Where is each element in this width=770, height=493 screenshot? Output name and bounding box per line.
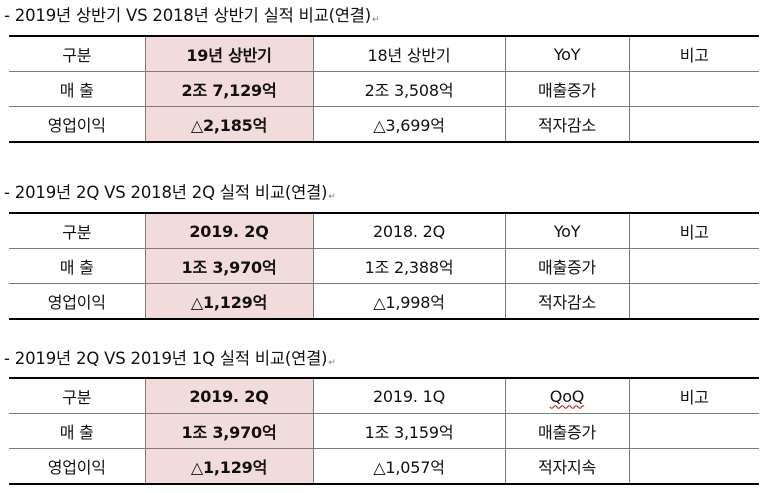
comparison-table: 구분 2019. 2Q 2018. 2Q YoY 비고 매 출 1조 3,970… [9,212,759,320]
table-cell: 매 출 [9,248,145,284]
table-cell [628,71,759,107]
table-cell: 매 출 [9,71,145,107]
table-row: 영업이익 △2,185억 △3,699억 적자감소 [9,106,759,142]
table-header-row: 구분 19년 상반기 18년 상반기 YoY 비고 [9,36,759,72]
table-cell-highlight: 1조 3,970억 [144,413,313,449]
table-cell: 구분 [62,46,92,65]
table-cell: QoQ [504,378,629,414]
table-cell-highlight: 1조 3,970억 [144,248,313,284]
table-cell: 비고 [628,213,759,249]
table-cell: 1조 3,159억 [312,413,505,449]
section-title: - 2019년 상반기 VS 2018년 상반기 실적 비교(연결)↵ [4,6,380,25]
table-cell: △1,057억 [312,448,505,484]
table-cell: 18년 상반기 [312,36,505,72]
table-cell [628,448,759,484]
table-cell-highlight: 19년 상반기 [144,36,313,72]
comparison-table: 구분 19년 상반기 18년 상반기 YoY 비고 매 출 2조 7,129억 … [9,35,759,143]
table-cell-highlight: △1,129억 [144,283,313,319]
section-title: - 2019년 2Q VS 2019년 1Q 실적 비교(연결)↵ [4,349,336,368]
table-cell [628,283,759,319]
table-cell: 비고 [628,36,759,72]
comparison-table: 구분 2019. 2Q 2019. 1Q QoQ 비고 매 출 1조 3,970… [9,377,759,485]
table-cell [628,248,759,284]
section-title: - 2019년 2Q VS 2018년 2Q 실적 비교(연결)↵ [4,183,336,202]
table-cell-highlight: 2조 7,129억 [144,71,313,107]
spellcheck-underlined-text: QoQ [549,386,585,406]
table-row: 매 출 1조 3,970억 1조 2,388억 매출증가 [9,248,759,284]
table-cell: 영업이익 [9,448,145,484]
table-cell-highlight: △2,185억 [144,106,313,142]
table-cell: YoY [504,213,629,249]
table-cell: YoY [504,36,629,72]
paragraph-mark-icon: ↵ [328,358,336,368]
table-cell: 매출증가 [504,248,629,284]
table-row: 영업이익 △1,129억 △1,057억 적자지속 [9,448,759,484]
table-cell: 적자지속 [504,448,629,484]
table-row: 영업이익 △1,129억 △1,998억 적자감소 [9,283,759,319]
table-cell [628,106,759,142]
paragraph-mark-icon: ↵ [328,192,336,202]
paragraph-mark-icon: ↵ [372,15,380,25]
table-header-row: 구분 2019. 2Q 2019. 1Q QoQ 비고 [9,378,759,414]
table-cell: 영업이익 [9,283,145,319]
table-cell: 구분 [62,223,92,242]
table-cell: 비고 [628,378,759,414]
table-cell: 2조 3,508억 [312,71,505,107]
table-cell: 2019. 1Q [312,378,505,414]
table-cell: 2018. 2Q [312,213,505,249]
table-row: 매 출 2조 7,129억 2조 3,508억 매출증가 [9,71,759,107]
table-cell: 매출증가 [504,413,629,449]
table-cell: 1조 2,388억 [312,248,505,284]
table-cell: 매출증가 [504,71,629,107]
table-cell: △1,998억 [312,283,505,319]
table-cell: 적자감소 [504,283,629,319]
table-cell [628,413,759,449]
table-cell: 적자감소 [504,106,629,142]
table-cell: △3,699억 [312,106,505,142]
table-cell-highlight: 2019. 2Q [144,213,313,249]
table-row: 매 출 1조 3,970억 1조 3,159억 매출증가 [9,413,759,449]
table-cell: 매 출 [9,413,145,449]
table-cell: 구분 [62,388,92,407]
table-cell: 영업이익 [9,106,145,142]
table-header-row: 구분 2019. 2Q 2018. 2Q YoY 비고 [9,213,759,249]
table-cell-highlight: 2019. 2Q [144,378,313,414]
table-cell-highlight: △1,129억 [144,448,313,484]
